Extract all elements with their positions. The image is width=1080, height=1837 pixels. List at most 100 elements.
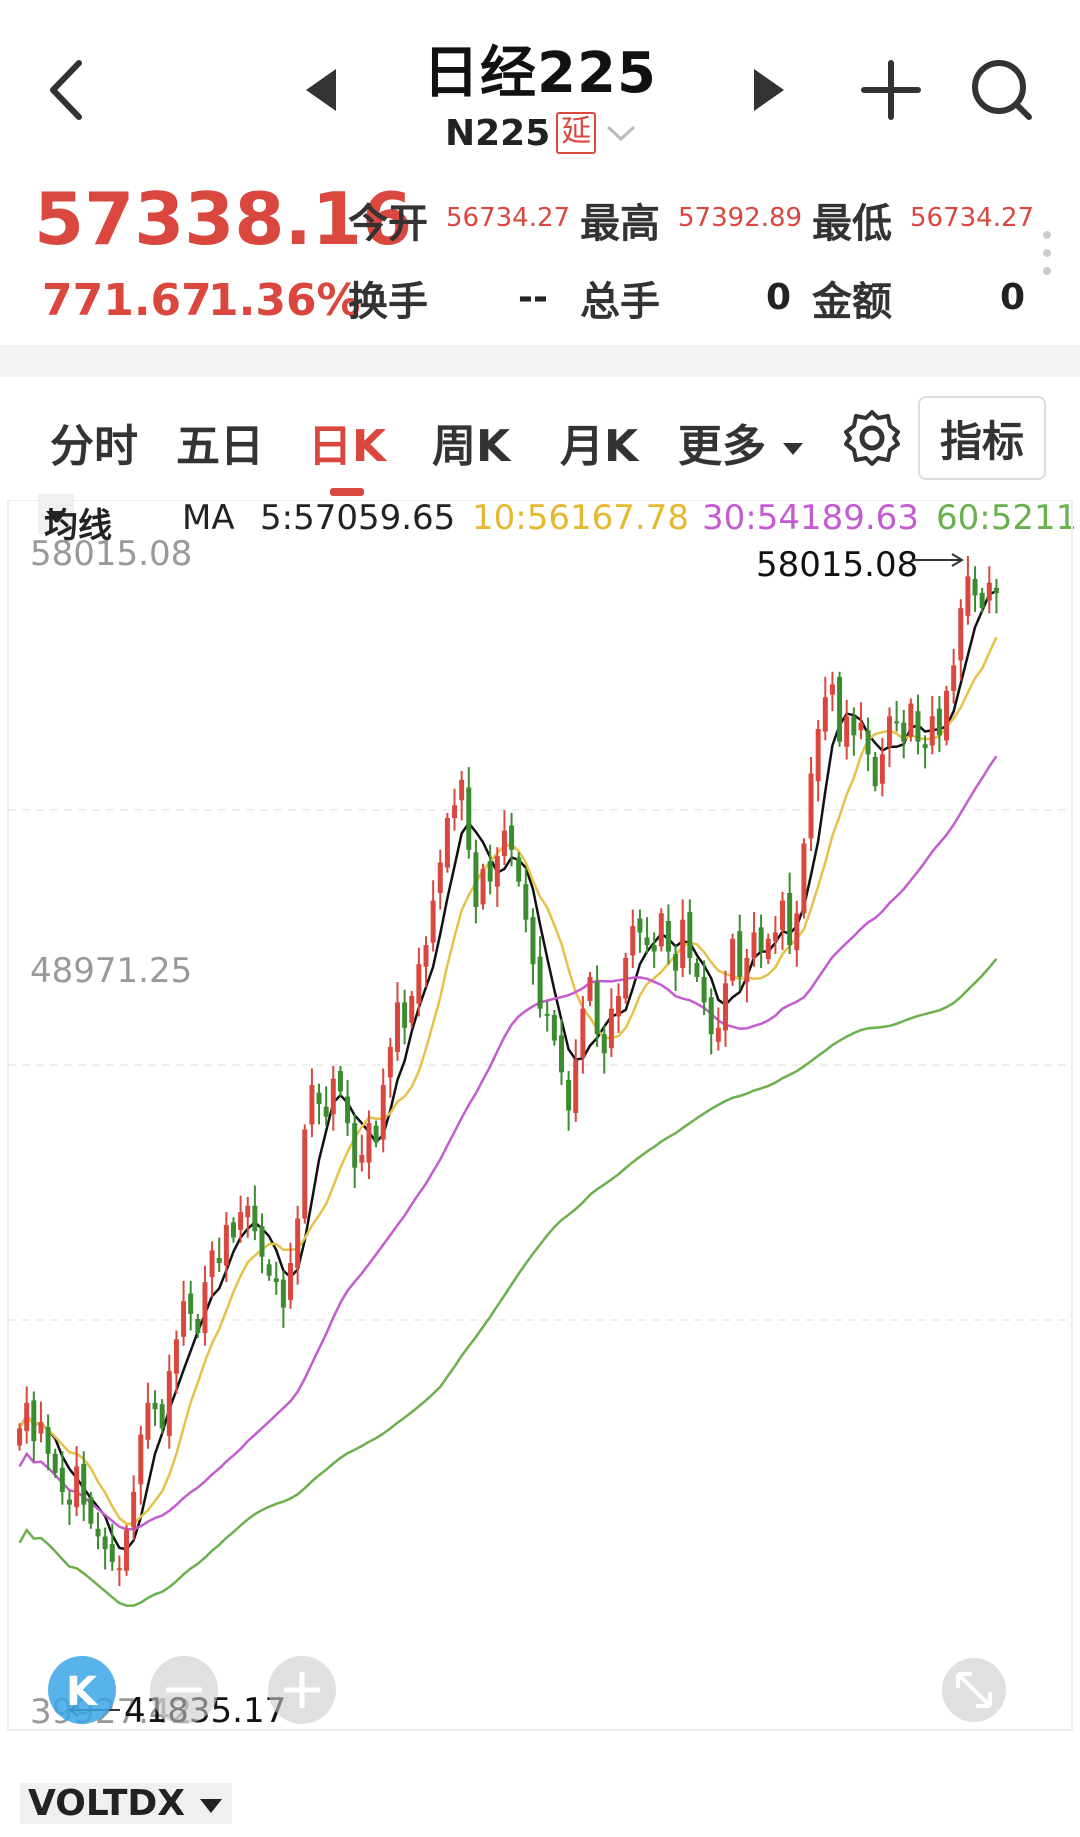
candle-body <box>159 1404 165 1429</box>
tab-more[interactable]: 更多 <box>678 410 805 474</box>
indicator-selector-label: VOLTDX <box>28 1783 186 1824</box>
candle-body <box>594 982 600 1035</box>
page-title: 日经225 <box>423 41 657 106</box>
candle-body <box>273 1278 279 1283</box>
candle-body <box>188 1293 194 1314</box>
candle-body <box>537 956 543 1009</box>
candle-body <box>530 917 536 965</box>
stock-code-selector[interactable]: N225 延 <box>445 108 638 158</box>
fullscreen-icon[interactable] <box>942 1658 1006 1722</box>
moving-average-legend: 均线 MA 5:57059.65 10:56167.78 30:54189.63… <box>0 494 1080 544</box>
previous-stock-icon[interactable] <box>290 58 350 122</box>
low-value: 56734.27 <box>910 203 1035 233</box>
candle-body <box>680 919 686 969</box>
candle-body <box>965 576 971 616</box>
candle-body <box>24 1402 30 1431</box>
more-dots-icon[interactable] <box>1040 229 1054 279</box>
candle-body <box>523 884 529 920</box>
candle-body <box>915 711 921 742</box>
candle-body <box>787 893 793 946</box>
indicator-selector[interactable]: VOLTDX <box>20 1783 232 1824</box>
y-axis-label-mid: 48971.25 <box>30 951 192 991</box>
candle-body <box>466 787 472 850</box>
ma30-value: 30:54189.63 <box>702 498 919 538</box>
kline-chart[interactable]: 58015.08 48971.25 39927.42 58015.08 4183… <box>0 500 1080 1735</box>
candle-body <box>309 1085 315 1125</box>
candle-body <box>402 1002 408 1028</box>
candle-body <box>623 957 629 999</box>
candle-body <box>665 920 671 952</box>
candle-body <box>765 938 771 960</box>
caret-down-icon <box>46 511 66 523</box>
turnover-label: 换手 <box>348 279 428 325</box>
candle-body <box>815 728 821 782</box>
candle-body <box>979 592 985 609</box>
candle-body <box>737 931 743 977</box>
candle-body <box>17 1428 23 1446</box>
candle-body <box>772 932 778 942</box>
candle-body <box>266 1264 272 1276</box>
candle-body <box>808 773 814 839</box>
zoom-out-icon[interactable] <box>150 1656 218 1724</box>
chevron-down-icon <box>607 125 636 142</box>
candle-body <box>145 1402 151 1440</box>
candle-body <box>637 918 643 933</box>
settings-gear-icon[interactable] <box>842 408 902 468</box>
candle-body <box>259 1226 265 1257</box>
candle-body <box>280 1279 286 1308</box>
candle-body <box>230 1222 236 1238</box>
candle-body <box>195 1318 201 1333</box>
candle-body <box>658 913 664 947</box>
candle-body <box>516 857 522 882</box>
candle-body <box>181 1301 187 1337</box>
candle-body <box>929 716 935 746</box>
candle-body <box>837 676 843 742</box>
add-watchlist-icon[interactable] <box>856 55 926 125</box>
candle-body <box>558 1035 564 1073</box>
ma10-line <box>18 636 998 1525</box>
tab-monthly-k[interactable]: 月K <box>560 421 639 472</box>
candle-body <box>715 1027 721 1042</box>
candle-body <box>81 1463 87 1505</box>
candle-body <box>166 1371 172 1436</box>
back-icon[interactable] <box>30 50 100 130</box>
indicator-button[interactable]: 指标 <box>918 396 1046 480</box>
zoom-in-icon[interactable] <box>268 1656 336 1724</box>
candle-body <box>173 1339 179 1374</box>
search-icon[interactable] <box>962 55 1042 125</box>
candle-body <box>730 938 736 981</box>
high-value: 57392.89 <box>678 203 803 233</box>
candle-body <box>972 578 978 596</box>
max-price-annotation: 58015.08 <box>756 545 918 585</box>
tab-weekly-k[interactable]: 周K <box>432 421 511 472</box>
delay-badge: 延 <box>556 112 597 154</box>
volume-label: 总手 <box>580 279 660 325</box>
ma30-line <box>18 755 998 1531</box>
svg-text:K: K <box>66 1669 99 1715</box>
candle-body <box>722 983 728 1031</box>
open-label: 今开 <box>348 201 428 247</box>
candle-body <box>673 954 679 971</box>
kline-logo-icon[interactable]: K <box>48 1656 116 1724</box>
candle-body <box>894 721 900 724</box>
candle-body <box>223 1224 229 1266</box>
candle-body <box>551 1015 557 1041</box>
candle-body <box>566 1079 572 1111</box>
tab-intraday[interactable]: 分时 <box>50 421 138 472</box>
candle-body <box>865 730 871 755</box>
tab-daily-k[interactable]: 日K <box>308 421 387 472</box>
candle-body <box>74 1466 80 1508</box>
next-stock-icon[interactable] <box>740 58 800 122</box>
candle-body <box>494 856 500 887</box>
candle-body <box>202 1282 208 1333</box>
candle-body <box>630 926 636 956</box>
candle-body <box>844 716 850 747</box>
candle-body <box>366 1123 372 1163</box>
section-divider <box>0 345 1080 377</box>
candle-body <box>295 1218 301 1269</box>
candle-body <box>573 1059 579 1113</box>
candle-body <box>851 716 857 736</box>
candle-body <box>409 996 415 1023</box>
candle-body <box>380 1085 386 1140</box>
tab-five-day[interactable]: 五日 <box>176 421 264 472</box>
